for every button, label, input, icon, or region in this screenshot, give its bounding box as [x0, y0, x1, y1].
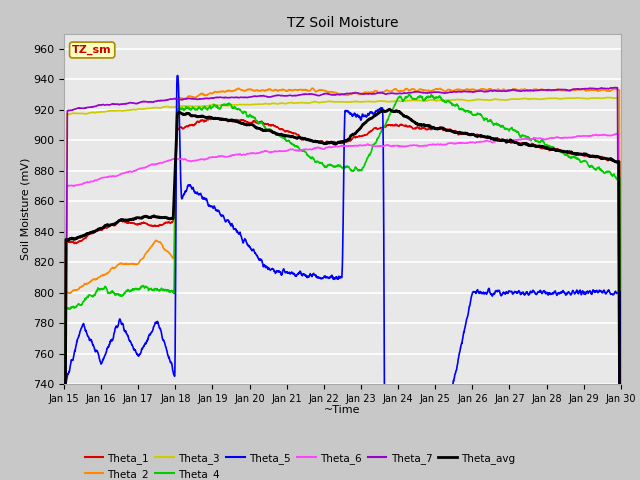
- Line: Theta_3: Theta_3: [64, 97, 621, 480]
- Theta_3: [600, 95, 608, 101]
- Theta_avg: [601, 156, 609, 161]
- Theta_2: [88, 277, 96, 283]
- Theta_7: [600, 85, 608, 91]
- Theta_avg: [331, 141, 339, 146]
- Theta_5: [88, 341, 96, 347]
- Theta_6: [601, 132, 609, 138]
- Legend: Theta_1, Theta_2, Theta_3, Theta_4, Theta_5, Theta_6, Theta_7, Theta_avg: Theta_1, Theta_2, Theta_3, Theta_4, Thet…: [81, 448, 520, 480]
- Theta_6: [316, 145, 324, 151]
- Theta_4: [88, 293, 96, 299]
- Theta_1: [601, 155, 609, 161]
- Theta_avg: [601, 156, 609, 161]
- Line: Theta_5: Theta_5: [64, 75, 621, 480]
- Theta_5: [601, 290, 609, 296]
- Theta_6: [614, 131, 621, 136]
- Theta_2: [601, 87, 609, 93]
- Theta_4: [499, 124, 506, 130]
- Line: Theta_4: Theta_4: [64, 95, 621, 480]
- Theta_avg: [88, 229, 96, 235]
- Theta_3: [499, 97, 506, 103]
- Theta_5: [174, 72, 182, 78]
- Theta_2: [499, 86, 506, 92]
- Theta_1: [499, 138, 506, 144]
- Theta_4: [601, 170, 609, 176]
- Theta_4: [601, 170, 609, 176]
- Line: Theta_avg: Theta_avg: [64, 109, 621, 480]
- Theta_1: [316, 139, 324, 144]
- Theta_4: [316, 160, 324, 166]
- Theta_avg: [316, 139, 324, 145]
- Theta_2: [316, 87, 324, 93]
- Title: TZ Soil Moisture: TZ Soil Moisture: [287, 16, 398, 30]
- Theta_6: [600, 132, 608, 138]
- Theta_6: [331, 144, 339, 150]
- Theta_2: [309, 85, 317, 91]
- Y-axis label: Soil Moisture (mV): Soil Moisture (mV): [20, 157, 30, 260]
- Theta_4: [405, 92, 413, 97]
- Theta_5: [331, 275, 339, 281]
- Theta_5: [316, 275, 324, 280]
- Theta_7: [88, 104, 96, 110]
- Theta_2: [601, 87, 609, 93]
- Theta_3: [601, 95, 609, 101]
- Theta_2: [331, 90, 339, 96]
- Theta_3: [88, 109, 96, 115]
- Theta_7: [612, 84, 620, 90]
- Line: Theta_7: Theta_7: [64, 87, 621, 480]
- Line: Theta_1: Theta_1: [64, 118, 621, 480]
- Text: TZ_sm: TZ_sm: [72, 45, 112, 55]
- Theta_7: [601, 85, 609, 91]
- Theta_6: [499, 138, 506, 144]
- Theta_1: [331, 139, 339, 145]
- Theta_5: [601, 288, 609, 294]
- Theta_avg: [499, 137, 506, 143]
- Line: Theta_6: Theta_6: [64, 133, 621, 480]
- Theta_3: [316, 99, 324, 105]
- Theta_1: [88, 231, 96, 237]
- Theta_3: [331, 99, 339, 105]
- X-axis label: ~Time: ~Time: [324, 405, 361, 415]
- Theta_4: [331, 164, 339, 169]
- Theta_1: [212, 115, 220, 120]
- Line: Theta_2: Theta_2: [64, 88, 621, 480]
- Theta_3: [604, 95, 611, 100]
- Theta_7: [331, 92, 339, 98]
- Theta_7: [316, 93, 324, 98]
- Theta_1: [601, 155, 609, 161]
- Theta_7: [499, 88, 506, 94]
- Theta_6: [88, 179, 96, 184]
- Theta_5: [499, 290, 506, 296]
- Theta_avg: [385, 107, 393, 112]
